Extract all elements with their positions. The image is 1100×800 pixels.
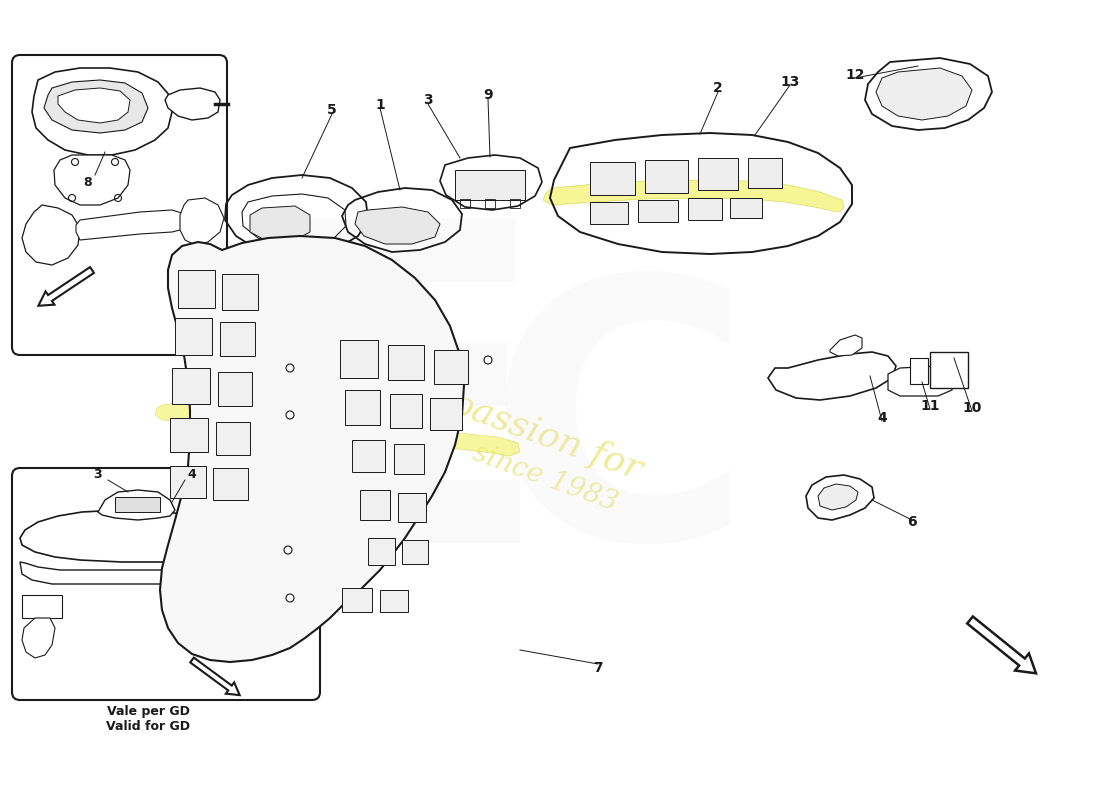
Polygon shape [388, 345, 424, 380]
Polygon shape [160, 236, 464, 662]
Polygon shape [818, 484, 858, 510]
Polygon shape [22, 595, 62, 618]
Polygon shape [180, 198, 224, 245]
Polygon shape [172, 368, 210, 404]
Polygon shape [54, 155, 130, 205]
Polygon shape [638, 200, 678, 222]
Polygon shape [220, 322, 255, 356]
Text: 4: 4 [877, 411, 887, 425]
Polygon shape [543, 180, 844, 212]
Polygon shape [355, 207, 440, 244]
Polygon shape [645, 160, 688, 193]
Polygon shape [342, 588, 372, 612]
Polygon shape [455, 170, 525, 200]
FancyArrow shape [967, 617, 1036, 674]
Polygon shape [910, 358, 928, 384]
Polygon shape [590, 162, 635, 195]
Polygon shape [688, 198, 722, 220]
Text: Valid for GD: Valid for GD [106, 721, 190, 734]
Polygon shape [44, 80, 148, 133]
Text: 11: 11 [921, 399, 939, 413]
Polygon shape [250, 206, 310, 240]
Text: 8: 8 [84, 177, 92, 190]
Polygon shape [345, 390, 379, 425]
Polygon shape [390, 394, 422, 428]
Polygon shape [170, 418, 208, 452]
Polygon shape [876, 68, 972, 120]
Text: 3: 3 [424, 93, 432, 107]
Polygon shape [698, 158, 738, 190]
Polygon shape [165, 88, 220, 120]
Text: 4: 4 [188, 469, 197, 482]
Polygon shape [250, 432, 520, 456]
Text: since 1983: since 1983 [469, 439, 621, 517]
Text: E: E [249, 205, 552, 635]
Polygon shape [394, 444, 424, 474]
Text: 7: 7 [593, 661, 603, 675]
Polygon shape [352, 440, 385, 472]
Polygon shape [379, 590, 408, 612]
Polygon shape [398, 493, 426, 522]
Polygon shape [430, 398, 462, 430]
Polygon shape [178, 270, 215, 308]
Text: 13: 13 [780, 75, 800, 89]
Polygon shape [58, 88, 130, 123]
Polygon shape [98, 490, 175, 520]
Polygon shape [402, 540, 428, 564]
Polygon shape [170, 466, 206, 498]
Polygon shape [930, 352, 968, 388]
FancyArrow shape [190, 658, 240, 695]
Polygon shape [830, 335, 862, 356]
Polygon shape [175, 318, 212, 355]
Text: 3: 3 [94, 469, 102, 482]
FancyArrow shape [39, 267, 94, 306]
Polygon shape [76, 210, 188, 240]
Polygon shape [590, 202, 628, 224]
Polygon shape [32, 68, 172, 155]
Polygon shape [340, 340, 378, 378]
Text: 10: 10 [962, 401, 981, 415]
Polygon shape [434, 350, 468, 384]
Polygon shape [22, 618, 55, 658]
Polygon shape [20, 510, 255, 562]
FancyBboxPatch shape [12, 55, 227, 355]
Polygon shape [20, 562, 248, 584]
Polygon shape [216, 422, 250, 455]
Polygon shape [22, 205, 80, 265]
Text: 12: 12 [845, 68, 865, 82]
Polygon shape [368, 538, 395, 565]
Text: 6: 6 [908, 515, 916, 529]
Polygon shape [116, 497, 160, 512]
Text: 1: 1 [375, 98, 385, 112]
Text: 2: 2 [713, 81, 723, 95]
Text: C: C [487, 266, 752, 614]
Polygon shape [218, 372, 252, 406]
Polygon shape [730, 198, 762, 218]
Polygon shape [155, 402, 192, 422]
Polygon shape [360, 490, 390, 520]
Text: 5: 5 [327, 103, 337, 117]
Text: 9: 9 [483, 88, 493, 102]
Polygon shape [190, 473, 228, 508]
Polygon shape [222, 274, 258, 310]
FancyBboxPatch shape [12, 468, 320, 700]
Polygon shape [888, 366, 952, 396]
Text: a passion for: a passion for [414, 374, 646, 486]
Polygon shape [748, 158, 782, 188]
Polygon shape [213, 468, 248, 500]
Text: Vale per GD: Vale per GD [107, 706, 189, 718]
